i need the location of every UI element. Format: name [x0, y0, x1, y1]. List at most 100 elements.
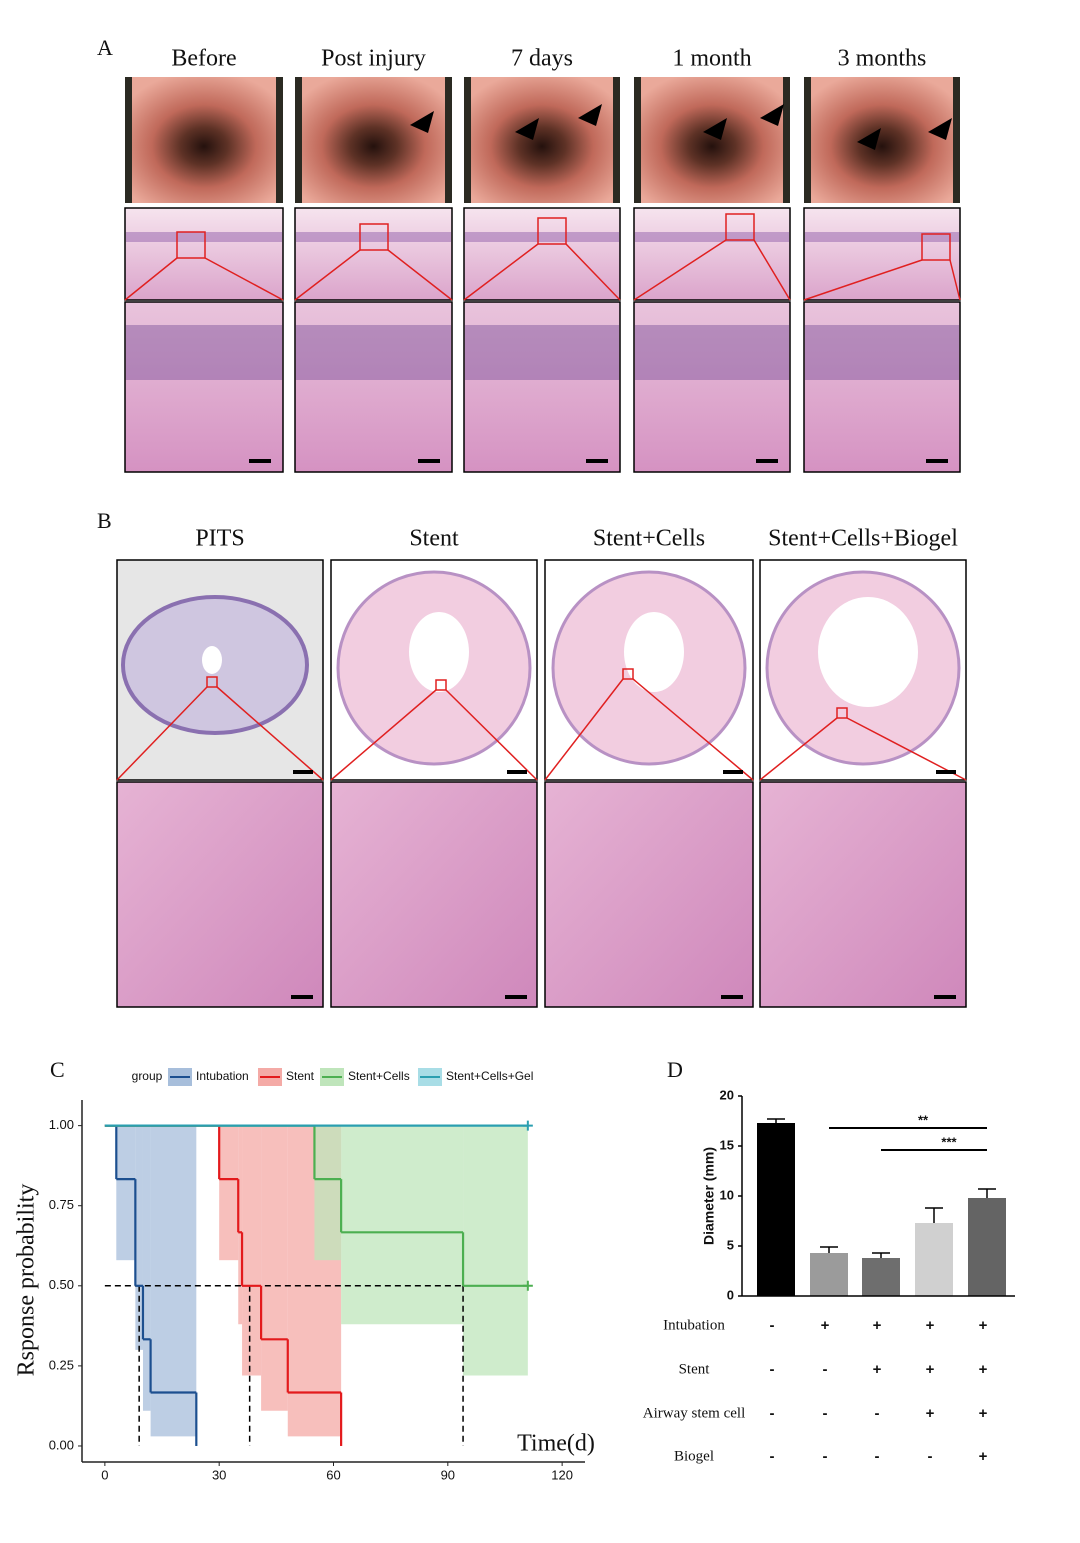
panel-label: D: [667, 1057, 683, 1082]
confidence-band: [463, 1125, 528, 1376]
row-cell: -: [770, 1317, 775, 1334]
epithelium: [126, 325, 282, 380]
legend-title: group: [132, 1069, 163, 1083]
zoom-line: [544, 678, 624, 781]
zoom-line: [759, 717, 838, 781]
image-edge: [445, 77, 452, 203]
y-tick-label: 0.75: [49, 1197, 74, 1212]
row-cell: +: [926, 1317, 935, 1334]
zoom-line: [124, 257, 178, 301]
zoom-box: [921, 233, 951, 261]
arrowhead: [857, 128, 881, 150]
epithelium: [296, 325, 451, 380]
zoom-line: [949, 259, 961, 301]
confidence-band: [150, 1125, 197, 1437]
histology-image: [330, 781, 538, 1008]
row-cell: -: [770, 1361, 775, 1378]
arrowhead: [703, 118, 727, 140]
bar: [810, 1253, 848, 1296]
histology-low: [294, 207, 453, 301]
confidence-band: [242, 1125, 262, 1376]
confidence-band: [142, 1125, 151, 1411]
scale-bar: [586, 459, 608, 463]
y-tick-label: 0.50: [49, 1277, 74, 1292]
scale-bar: [721, 995, 743, 999]
row-cell: +: [979, 1361, 988, 1378]
bar: [862, 1258, 900, 1296]
row-cell: -: [875, 1448, 880, 1465]
row-cell: +: [979, 1317, 988, 1334]
zoom-line: [565, 243, 621, 301]
zoom-line: [445, 689, 538, 781]
histology-low: [124, 207, 284, 301]
histology-image: [759, 781, 967, 1008]
zoom-box: [836, 707, 848, 719]
zoom-box: [537, 217, 567, 245]
histology-image: [544, 781, 754, 1008]
row-label: Stent: [679, 1361, 711, 1377]
zoom-line: [463, 243, 539, 301]
histology-low: [633, 207, 791, 301]
image-edge: [804, 77, 811, 203]
image-edge: [634, 77, 641, 203]
x-tick-label: 120: [551, 1467, 573, 1482]
column-title: Post injury: [321, 46, 426, 72]
row-cell: +: [821, 1317, 830, 1334]
zoom-line: [216, 686, 324, 781]
confidence-band: [116, 1125, 136, 1261]
histology-high: [294, 301, 453, 473]
epithelium: [126, 232, 282, 242]
confidence-band: [135, 1125, 143, 1350]
arrowhead: [515, 118, 539, 140]
zoom-box: [725, 213, 755, 241]
epithelium: [296, 232, 451, 242]
epithelium: [635, 325, 789, 380]
scale-bar: [934, 995, 956, 999]
column-title: Stent+Cells: [593, 526, 705, 552]
row-cell: -: [823, 1405, 828, 1422]
legend-label: Stent: [286, 1069, 315, 1083]
y-axis-title: Diameter (mm): [701, 1147, 717, 1245]
x-tick-label: 90: [441, 1467, 455, 1482]
zoom-box: [359, 223, 389, 251]
zoom-line: [803, 259, 923, 301]
bar: [915, 1223, 953, 1296]
y-tick-label: 15: [720, 1137, 734, 1152]
scale-bar: [293, 770, 313, 774]
row-cell: +: [873, 1361, 882, 1378]
panel-label: A: [97, 35, 113, 60]
significance-label: ***: [941, 1134, 957, 1149]
epithelium: [805, 325, 959, 380]
column-title: Stent+Cells+Biogel: [768, 526, 958, 552]
histology-low: [463, 207, 621, 301]
zoom-box: [206, 676, 218, 688]
legend-label: Intubation: [196, 1069, 249, 1083]
lumen: [202, 646, 222, 674]
zoom-line: [116, 686, 208, 781]
row-cell: -: [770, 1405, 775, 1422]
row-cell: -: [928, 1448, 933, 1465]
confidence-band: [314, 1125, 342, 1261]
scale-bar: [723, 770, 743, 774]
arrowhead: [760, 104, 784, 126]
image-edge: [295, 77, 302, 203]
row-label: Biogel: [674, 1448, 714, 1464]
lumen: [818, 597, 918, 707]
arrowhead: [578, 104, 602, 126]
scale-bar: [936, 770, 956, 774]
row-label: Airway stem cell: [643, 1405, 745, 1421]
histology-image: [116, 781, 324, 1008]
scale-bar: [926, 459, 948, 463]
zoom-line: [632, 678, 754, 781]
scale-bar: [756, 459, 778, 463]
image-edge: [125, 77, 132, 203]
column-title: 1 month: [672, 46, 751, 72]
histology-high: [124, 301, 284, 473]
bar: [968, 1198, 1006, 1296]
image-edge: [783, 77, 790, 203]
panel-label: C: [50, 1057, 65, 1082]
zoom-line: [204, 257, 284, 301]
epithelium: [465, 232, 619, 242]
row-cell: +: [926, 1361, 935, 1378]
